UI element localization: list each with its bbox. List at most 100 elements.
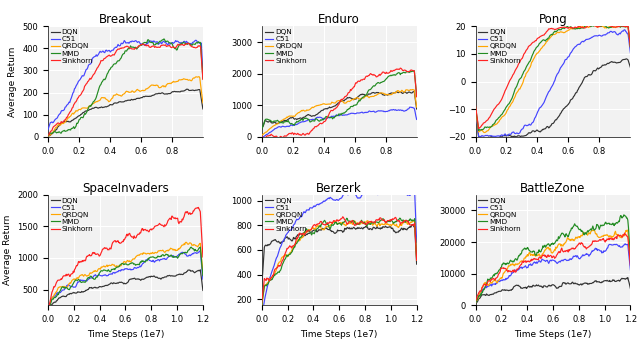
Sinkhorn [51,124,58,128]
DQN [264,243,272,247]
QRDQN [472,301,479,305]
Sinkhorn [261,136,269,140]
C51 [479,134,486,138]
C51 [51,119,58,123]
Sinkhorn [574,243,582,247]
Line: QRDQN: QRDQN [262,90,417,135]
Sinkhorn [472,299,479,303]
QRDQN [403,221,410,225]
QRDQN [189,243,196,247]
C51 [259,135,266,139]
DQN [614,61,622,65]
MMD [310,232,318,236]
Sinkhorn [268,275,276,279]
QRDQN [615,24,623,29]
Sinkhorn [361,222,369,226]
C51 [258,313,266,317]
DQN [408,223,416,227]
MMD [188,246,196,250]
C51 [620,29,627,33]
QRDQN [478,285,486,289]
MMD [51,295,58,299]
Line: Sinkhorn: Sinkhorn [476,233,630,301]
Sinkhorn [97,252,104,257]
QRDQN [514,90,522,94]
DQN [258,284,266,288]
MMD [187,43,195,47]
MMD [44,134,52,138]
DQN [199,288,207,292]
MMD [514,82,522,86]
Sinkhorn [627,45,634,49]
C51 [482,285,490,289]
QRDQN [405,88,413,92]
QRDQN [478,128,486,132]
C51 [268,129,276,133]
C51 [264,281,272,285]
Sinkhorn [199,255,207,259]
DQN [97,285,104,289]
QRDQN [54,285,62,289]
DQN [258,127,266,131]
Sinkhorn [478,286,486,290]
Sinkhorn [282,248,290,253]
QRDQN [364,218,371,223]
Line: C51: C51 [48,40,203,129]
Sinkhorn [396,66,404,70]
QRDQN [73,109,81,113]
Line: QRDQN: QRDQN [262,221,417,306]
QRDQN [590,228,598,232]
C51 [199,71,207,75]
DQN [406,90,413,94]
C51 [406,105,413,109]
DQN [196,268,204,272]
Line: C51: C51 [48,251,203,311]
X-axis label: Time Steps (1e7): Time Steps (1e7) [515,330,591,339]
Line: QRDQN: QRDQN [48,77,203,136]
C51 [54,116,61,120]
Line: Sinkhorn: Sinkhorn [48,43,203,135]
DQN [268,120,275,125]
DQN [616,279,623,283]
QRDQN [199,101,207,105]
Line: MMD: MMD [476,215,630,303]
MMD [591,22,598,27]
DQN [282,236,290,240]
C51 [614,33,622,37]
C51 [574,255,582,259]
DQN [478,135,486,139]
DQN [54,126,61,130]
Line: MMD: MMD [262,71,417,129]
Line: Sinkhorn: Sinkhorn [262,217,417,302]
C51 [383,186,391,191]
C51 [501,132,509,136]
QRDQN [68,278,76,282]
Legend: DQN, C51, QRDQN, MMD, Sinkhorn: DQN, C51, QRDQN, MMD, Sinkhorn [50,28,94,65]
MMD [147,255,154,259]
MMD [399,70,407,74]
Sinkhorn [514,65,522,69]
Sinkhorn [588,22,595,26]
Sinkhorn [472,103,479,107]
Sinkhorn [68,272,76,276]
Sinkhorn [199,77,207,82]
Line: DQN: DQN [48,270,203,315]
DQN [299,115,307,119]
MMD [199,274,207,278]
C51 [186,42,193,46]
C51 [300,120,308,124]
MMD [620,213,628,217]
Sinkhorn [627,263,634,267]
DQN [199,107,207,111]
C51 [478,289,486,293]
QRDQN [481,131,489,135]
DQN [188,269,196,273]
Sinkhorn [258,135,266,140]
MMD [620,24,628,29]
C51 [627,51,634,55]
Line: QRDQN: QRDQN [476,230,630,303]
Sinkhorn [501,89,509,93]
MMD [479,127,486,132]
Sinkhorn [413,258,420,262]
MMD [627,253,634,258]
